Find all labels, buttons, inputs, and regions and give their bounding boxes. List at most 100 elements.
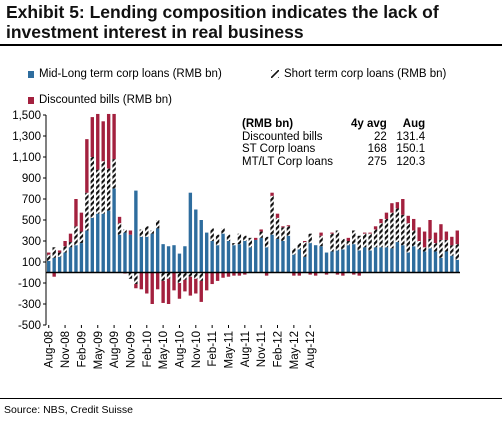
bar-short-term (455, 244, 459, 260)
bar-discounted (270, 192, 274, 196)
bar-mid-long (150, 233, 154, 273)
bar-discounted (96, 113, 100, 170)
bar-discounted (439, 224, 443, 240)
bar-mid-long (221, 233, 225, 273)
bar-discounted (90, 117, 94, 157)
bar-short-term (346, 241, 351, 246)
bar-mid-long (232, 245, 236, 273)
bar-short-term (194, 272, 198, 279)
stats-cell: 22 (373, 130, 387, 143)
bar-discounted (57, 250, 62, 253)
bar-discounted (166, 278, 171, 304)
bar-short-term (373, 229, 378, 248)
bar-mid-long (439, 257, 443, 273)
bar-discounted (85, 139, 89, 193)
x-tick-label: Feb-09 (76, 331, 88, 367)
bar-short-term (270, 195, 274, 235)
bar-short-term (96, 169, 100, 214)
bar-mid-long (90, 217, 94, 273)
legend-label-discounted: Discounted bills (RMB bn) (39, 94, 172, 106)
stats-cell: 168 (367, 143, 387, 155)
bar-short-term (63, 246, 67, 253)
bar-mid-long (57, 256, 62, 273)
bar-mid-long (210, 241, 214, 273)
bar-discounted (264, 272, 269, 276)
bar-short-term (139, 229, 144, 237)
bar-discounted (254, 237, 258, 240)
bar-short-term (215, 234, 220, 246)
bar-discounted (134, 284, 138, 289)
bar-mid-long (101, 213, 105, 273)
bar-short-term (166, 272, 171, 279)
bar-discounted (281, 226, 285, 228)
x-tick-label: May-12 (289, 331, 301, 369)
bar-discounted (313, 272, 318, 276)
bar-mid-long (117, 234, 122, 273)
bar-discounted (237, 272, 242, 276)
bar-short-term (74, 226, 78, 246)
bar-short-term (406, 223, 410, 253)
bar-discounted (373, 226, 378, 230)
bar-short-term (79, 231, 84, 244)
bar-mid-long (128, 234, 133, 273)
bar-mid-long (52, 257, 56, 273)
bar-short-term (57, 252, 62, 257)
bar-short-term (412, 230, 416, 247)
bar-mid-long (384, 247, 389, 273)
bar-mid-long (205, 232, 209, 273)
bar-mid-long (166, 246, 171, 273)
bar-discounted (210, 272, 214, 285)
bar-mid-long (412, 246, 416, 273)
bar-mid-long (368, 250, 372, 273)
title-line-2: investment interest in real business (6, 22, 304, 42)
bar-short-term (161, 272, 165, 281)
bar-mid-long (172, 245, 176, 273)
bar-short-term (444, 239, 449, 252)
bar-discounted (401, 199, 405, 215)
bar-mid-long (379, 247, 383, 273)
bar-discounted (352, 272, 356, 275)
bar-mid-long (433, 251, 438, 273)
bar-discounted (215, 272, 220, 281)
stats-row: ST Corp loans 168 150.1 (238, 143, 425, 156)
bar-discounted (155, 272, 160, 290)
bar-mid-long (444, 251, 449, 273)
bar-mid-long (183, 246, 187, 273)
bar-discounted (145, 272, 149, 294)
bar-mid-long (237, 244, 242, 273)
bar-short-term (106, 168, 111, 211)
bar-discounted (319, 232, 323, 236)
bar-mid-long (264, 247, 269, 273)
bar-discounted (221, 272, 225, 278)
bar-discounted (450, 236, 454, 246)
bar-short-term (52, 247, 56, 258)
bar-short-term (368, 233, 372, 251)
bar-discounted (226, 272, 231, 277)
bar-mid-long (112, 188, 116, 273)
bar-mid-long (47, 260, 51, 273)
bar-short-term (379, 223, 383, 248)
bar-discounted (259, 229, 263, 232)
bar-mid-long (417, 249, 421, 273)
lending-composition-chart: -500 -300 -100 100 300 500 700 900 1,100 1,300 1,5… (12, 110, 460, 369)
bar-short-term (281, 227, 285, 241)
stats-row: MT/LT Corp loans 275 120.3 (238, 156, 425, 169)
bar-mid-long (335, 250, 340, 273)
bar-mid-long (79, 243, 84, 273)
bar-short-term (199, 272, 203, 281)
bar-short-term (68, 242, 73, 248)
y-tick-label: 500 (22, 215, 41, 227)
x-tick-label: Feb-12 (273, 331, 285, 367)
bar-mid-long (270, 234, 274, 273)
bar-mid-long (275, 238, 280, 273)
bar-short-term (226, 234, 231, 241)
bar-discounted (422, 231, 427, 248)
bar-mid-long (346, 245, 351, 273)
bar-mid-long (324, 252, 329, 273)
bar-discounted (74, 199, 78, 227)
bar-discounted (324, 272, 329, 275)
bar-short-term (292, 248, 296, 255)
bar-short-term (112, 159, 116, 189)
bar-short-term (286, 226, 291, 236)
bar-discounted (433, 232, 438, 244)
